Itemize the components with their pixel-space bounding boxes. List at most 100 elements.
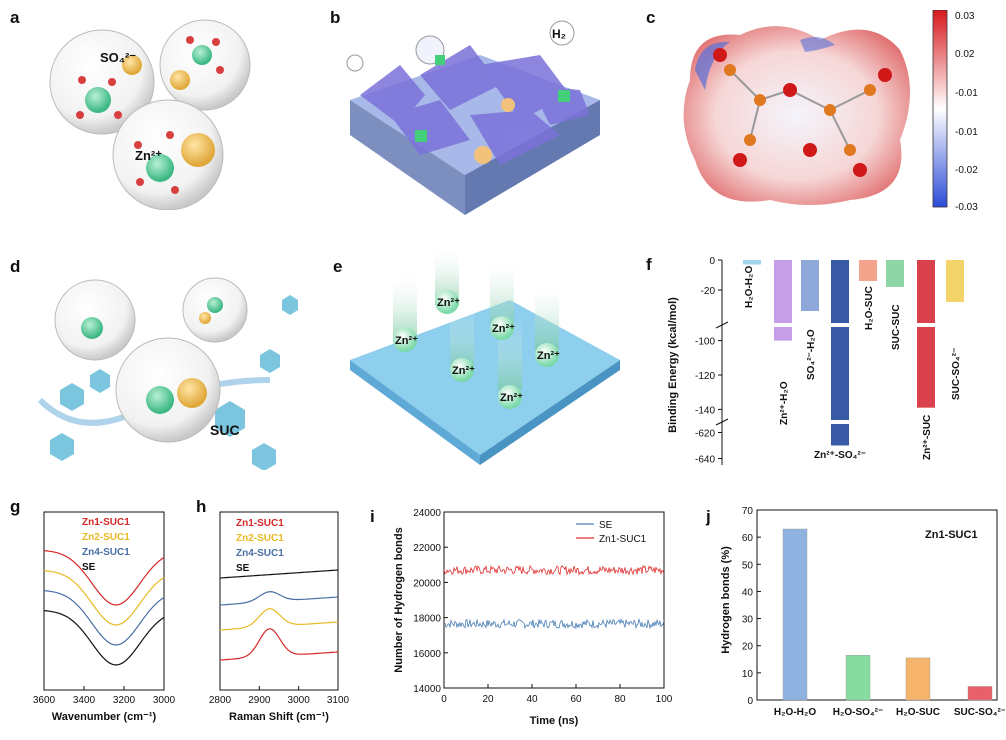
ion-label: Zn²⁺ <box>492 323 515 335</box>
panel-label-i: i <box>370 507 375 526</box>
panel-label-f: f <box>646 255 652 274</box>
panel-label-b: b <box>330 8 341 27</box>
negative-region <box>800 36 835 52</box>
y-tick-label: -100 <box>695 337 715 348</box>
bar-label: Zn²⁺-SO₄²⁻ <box>814 450 866 461</box>
spectrum-line <box>43 570 165 626</box>
solvation-illustration-a: SO₄²⁻ Zn²⁺ <box>49 19 251 210</box>
spectrum-line <box>43 610 165 666</box>
substrate-left <box>350 100 465 215</box>
series-line <box>443 564 665 576</box>
x-tick-label: 2900 <box>248 695 271 706</box>
oxygen-atoms <box>713 48 892 177</box>
bar <box>782 528 808 701</box>
y-tick-label: 14000 <box>413 684 441 695</box>
legend-entry: Zn1-SUC1 <box>82 517 130 528</box>
carbon-atoms <box>724 64 876 156</box>
x-tick-label: 3600 <box>33 695 56 706</box>
zinc-ions <box>393 290 559 409</box>
y-tick-label: 0 <box>709 256 715 267</box>
sulfate-ion <box>122 55 142 75</box>
suc-solvation-illustration-d: SUC <box>37 277 298 470</box>
y-tick-label: 50 <box>742 560 754 571</box>
y-tick-label: 60 <box>742 533 754 544</box>
substrate-right <box>465 100 600 215</box>
additive-cube <box>415 130 427 142</box>
y-tick-label: 70 <box>742 506 754 517</box>
sulfate-ion <box>170 70 190 90</box>
y-tick-label: 10 <box>742 669 754 680</box>
gas-bubble <box>346 54 364 72</box>
x-category-label: H₂O-H₂O <box>774 707 816 718</box>
x-category-label: H₂O-SO₄²⁻ <box>833 707 884 718</box>
additive-cube <box>558 90 570 102</box>
panel-label-a: a <box>10 8 20 27</box>
axis-break <box>715 321 729 329</box>
bar-label: H₂O-H₂O <box>744 266 755 308</box>
x-tick-label: 3000 <box>153 695 175 706</box>
legend-entry: SE <box>82 562 96 573</box>
colorbar-tick: 0.02 <box>955 49 975 60</box>
zinc-ion <box>81 317 103 339</box>
plot-frame <box>219 511 339 691</box>
ion-label: Zn²⁺ <box>500 392 523 404</box>
x-tick-label: 20 <box>482 694 494 705</box>
hydrogen-bond-percent-chart: Hydrogen bonds (%) Zn1-SUC1 0 10 20 30 40 50 6… <box>720 506 1005 718</box>
x-tick-label: 40 <box>526 694 538 705</box>
electrode-side <box>350 360 480 465</box>
deposition-illustration-b: H₂ <box>346 20 600 215</box>
y-tick-label: 22000 <box>413 543 441 554</box>
colorbar-tick: -0.02 <box>955 165 978 176</box>
x-tick-label: 3200 <box>113 695 136 706</box>
y-tick-label: -140 <box>695 405 715 416</box>
plot-frame <box>43 511 165 691</box>
plot-frame <box>756 509 998 701</box>
colorbar-tick: -0.01 <box>955 88 978 99</box>
legend-entry: SE <box>599 520 613 531</box>
panel-label-e: e <box>333 257 343 276</box>
legend-entry: Zn1-SUC1 <box>236 518 284 529</box>
colorbar-tick: -0.03 <box>955 202 978 213</box>
bar-label: Zn²⁺-SUC <box>922 415 933 460</box>
legend-entry: SE <box>236 563 250 574</box>
legend-entry: Zn4-SUC1 <box>82 547 130 558</box>
x-tick-label: 3400 <box>73 695 96 706</box>
bar <box>801 260 819 311</box>
sulfate-ion <box>177 378 207 408</box>
spectrum-line <box>219 569 339 579</box>
y-tick-label: 20 <box>742 642 754 653</box>
x-tick-label: 100 <box>656 694 673 705</box>
bar <box>967 686 993 701</box>
spectrum-line <box>219 627 339 661</box>
panel-label-j: j <box>706 507 711 526</box>
bar-label: SO₄²⁻-H₂O <box>806 329 817 380</box>
y-tick-label: 18000 <box>413 614 441 625</box>
negative-region <box>695 41 730 90</box>
bar <box>743 260 761 265</box>
additive-cube <box>435 55 445 65</box>
bar <box>946 260 964 302</box>
spectrum-line <box>219 590 339 606</box>
bar-label: SUC-SUC <box>891 304 902 350</box>
x-category-label: SUC-SO₄²⁻ <box>954 707 1005 718</box>
x-category-label: H₂O-SUC <box>896 707 940 718</box>
zinc-ion <box>146 154 174 182</box>
bar-label: SUC-SO₄²⁻ <box>951 348 962 400</box>
y-tick-label: 16000 <box>413 649 441 660</box>
ftir-chart: 3600 3400 3200 3000 Zn1-SUC1 Zn2-SUC1 Zn4-SUC… <box>33 511 175 723</box>
bar <box>774 260 792 341</box>
x-axis-label: Time (ns) <box>530 715 579 727</box>
zinc-ion <box>192 45 212 65</box>
legend-entry: Zn2-SUC1 <box>236 533 284 544</box>
bar-label: Zn²⁺-H₂O <box>779 381 790 425</box>
axis-break <box>715 418 729 426</box>
electrode-top <box>350 300 620 455</box>
legend-entry: Zn2-SUC1 <box>82 532 130 543</box>
suc-label: SUC <box>210 422 240 438</box>
y-tick-label: -620 <box>695 429 715 440</box>
x-axis-label: Wavenumber (cm⁻¹) <box>52 711 157 723</box>
y-tick-label: 20000 <box>413 578 441 589</box>
h2-label: H₂ <box>552 27 566 41</box>
y-tick-label: 0 <box>747 696 753 707</box>
y-axis-label: Number of Hydrogen bonds <box>393 527 405 672</box>
